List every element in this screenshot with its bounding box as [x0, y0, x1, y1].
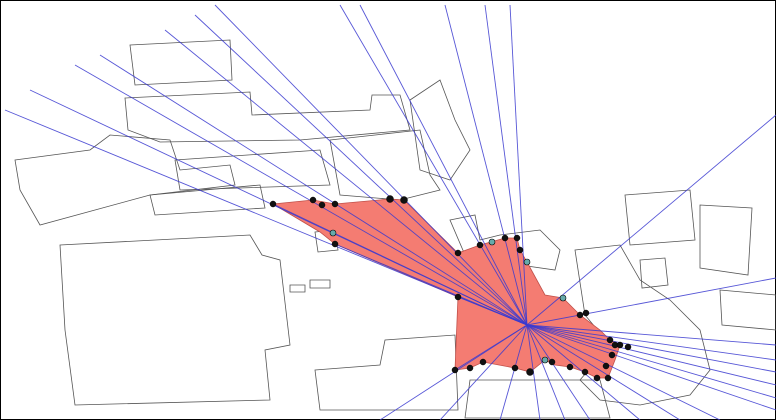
vertex-points — [269, 195, 632, 382]
ray — [526, 324, 776, 399]
ray — [526, 324, 776, 411]
vertex — [548, 358, 556, 366]
vertex — [451, 366, 459, 374]
ray — [526, 324, 681, 420]
vertex — [454, 293, 462, 301]
vertex — [582, 309, 590, 317]
ray — [359, 4, 528, 326]
building — [59, 234, 291, 406]
ray — [194, 14, 528, 326]
ray — [339, 4, 528, 326]
vertex — [466, 364, 474, 372]
vertex — [476, 241, 484, 249]
vertex — [602, 362, 610, 370]
ray — [272, 203, 528, 326]
building — [309, 279, 331, 289]
vertex — [329, 229, 337, 237]
ray — [164, 29, 528, 326]
vertex — [604, 374, 612, 382]
vertex — [269, 200, 277, 208]
vertex — [576, 311, 584, 319]
vertex — [400, 196, 408, 204]
vertex — [488, 238, 496, 246]
building — [129, 39, 233, 86]
vertex — [608, 351, 616, 359]
building — [174, 149, 331, 191]
vertex — [616, 341, 624, 349]
vertex — [501, 234, 509, 242]
ray — [4, 109, 528, 326]
ray — [214, 4, 528, 326]
vertex — [526, 368, 534, 376]
ray — [454, 324, 528, 371]
vertex — [523, 258, 531, 266]
vertex — [318, 201, 326, 209]
building-outlines — [14, 39, 776, 419]
vertex — [593, 374, 601, 382]
building — [639, 257, 669, 289]
building — [329, 129, 441, 201]
ray — [484, 4, 528, 326]
ray — [526, 324, 776, 373]
ray — [439, 324, 528, 420]
vertex — [513, 234, 521, 242]
ray — [334, 243, 528, 326]
sight-rays — [4, 4, 776, 420]
building — [314, 334, 459, 411]
ray — [526, 324, 566, 420]
vertex — [454, 249, 462, 257]
vertex — [541, 356, 549, 364]
vertex — [606, 336, 614, 344]
ray — [499, 324, 528, 420]
ray — [526, 324, 776, 361]
building — [699, 204, 753, 276]
building — [719, 289, 776, 331]
ray — [526, 324, 721, 420]
vertex — [386, 195, 394, 203]
ray — [526, 324, 591, 420]
vertex — [581, 368, 589, 376]
vertex — [309, 196, 317, 204]
ray — [526, 277, 776, 326]
ray — [526, 114, 776, 326]
ray — [526, 324, 776, 386]
vertex — [331, 200, 339, 208]
building — [624, 189, 696, 246]
vertex — [516, 246, 524, 254]
building — [289, 284, 306, 293]
vertex — [511, 364, 519, 372]
vertex — [624, 343, 632, 351]
ray — [74, 64, 528, 326]
building — [409, 79, 471, 181]
vertex — [566, 363, 574, 371]
vertex — [479, 358, 487, 366]
ray — [99, 54, 528, 326]
vertex — [331, 240, 339, 248]
building — [464, 379, 611, 419]
ray — [526, 324, 776, 346]
building — [14, 134, 236, 226]
vertex — [559, 294, 567, 302]
ray — [509, 4, 528, 326]
ray — [457, 296, 528, 326]
ray — [444, 4, 528, 326]
